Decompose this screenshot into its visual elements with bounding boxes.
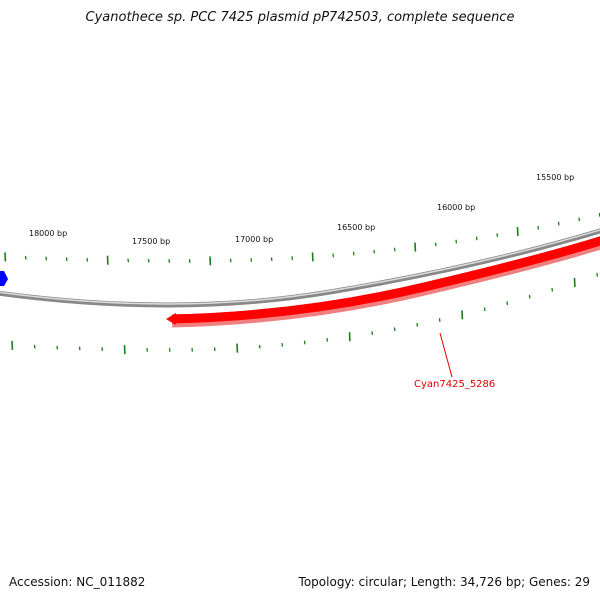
gene-arrow-tail xyxy=(166,313,176,325)
gene-label-leader xyxy=(439,332,453,378)
scale-label: 18000 bp xyxy=(29,229,67,238)
scale-label: 17500 bp xyxy=(132,237,170,246)
genome-backbone-highlight xyxy=(0,229,600,305)
map-title: Cyanothece sp. PCC 7425 plasmid pP742503… xyxy=(85,10,515,25)
genome-backbone xyxy=(0,228,600,308)
gene-arrow[interactable] xyxy=(171,236,600,324)
scale-label: 17000 bp xyxy=(235,235,273,244)
inner-tick-ring xyxy=(11,272,599,355)
accession-text: Accession: NC_011882 xyxy=(9,575,146,589)
topology-summary: Topology: circular; Length: 34,726 bp; G… xyxy=(298,575,590,589)
outer-tick-ring xyxy=(4,213,600,266)
scale-label: 16500 bp xyxy=(337,223,375,232)
scale-label: 16000 bp xyxy=(437,203,475,212)
gene-arrow-reverse[interactable] xyxy=(0,271,8,286)
gene-label[interactable]: Cyan7425_5286 xyxy=(414,379,495,390)
scale-label: 15500 bp xyxy=(536,173,574,182)
